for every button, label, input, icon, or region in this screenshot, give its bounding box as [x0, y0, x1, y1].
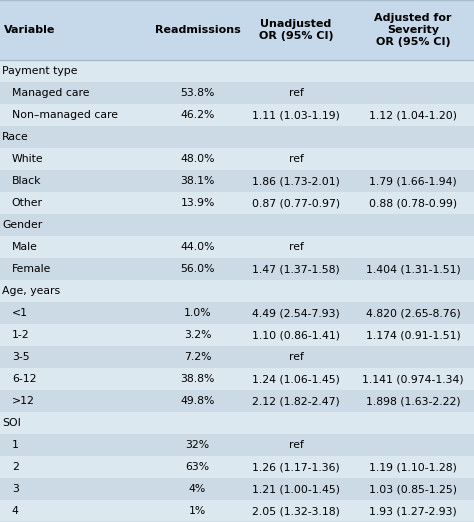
Text: >12: >12: [12, 396, 35, 406]
Text: Age, years: Age, years: [2, 286, 60, 296]
Text: ref: ref: [289, 154, 303, 164]
Text: 1.47 (1.37-1.58): 1.47 (1.37-1.58): [252, 264, 340, 274]
Text: Unadjusted
OR (95% CI): Unadjusted OR (95% CI): [259, 19, 333, 41]
Text: 1: 1: [12, 440, 19, 450]
Text: 1.11 (1.03-1.19): 1.11 (1.03-1.19): [252, 110, 340, 120]
Text: Readmissions: Readmissions: [155, 25, 240, 35]
Bar: [0, 280, 474, 302]
Text: Payment type: Payment type: [2, 66, 77, 76]
Text: 2.05 (1.32-3.18): 2.05 (1.32-3.18): [252, 506, 340, 516]
Text: 53.8%: 53.8%: [180, 88, 215, 98]
Text: 7.2%: 7.2%: [184, 352, 211, 362]
Text: White: White: [12, 154, 44, 164]
Bar: [0, 368, 474, 390]
Text: ref: ref: [289, 352, 303, 362]
Bar: [0, 390, 474, 412]
Bar: [0, 302, 474, 324]
Bar: [0, 236, 474, 258]
Text: 1.21 (1.00-1.45): 1.21 (1.00-1.45): [252, 484, 340, 494]
Text: 0.87 (0.77-0.97): 0.87 (0.77-0.97): [252, 198, 340, 208]
Text: ref: ref: [289, 88, 303, 98]
Text: 2.12 (1.82-2.47): 2.12 (1.82-2.47): [252, 396, 340, 406]
Text: 3-5: 3-5: [12, 352, 29, 362]
Text: 1-2: 1-2: [12, 330, 29, 340]
Text: Non–managed care: Non–managed care: [12, 110, 118, 120]
Text: 1.03 (0.85-1.25): 1.03 (0.85-1.25): [369, 484, 457, 494]
Bar: [0, 258, 474, 280]
Bar: [0, 60, 474, 82]
Bar: [0, 214, 474, 236]
Bar: [0, 478, 474, 500]
Text: 1.141 (0.974-1.34): 1.141 (0.974-1.34): [362, 374, 464, 384]
Text: 1.898 (1.63-2.22): 1.898 (1.63-2.22): [365, 396, 460, 406]
Text: 4%: 4%: [189, 484, 206, 494]
Text: 1.404 (1.31-1.51): 1.404 (1.31-1.51): [365, 264, 460, 274]
Text: 1.26 (1.17-1.36): 1.26 (1.17-1.36): [252, 462, 340, 472]
Text: 3.2%: 3.2%: [184, 330, 211, 340]
Text: 1.19 (1.10-1.28): 1.19 (1.10-1.28): [369, 462, 457, 472]
Text: ref: ref: [289, 242, 303, 252]
Text: 49.8%: 49.8%: [180, 396, 215, 406]
Text: 3: 3: [12, 484, 19, 494]
Bar: [0, 412, 474, 434]
Text: 38.1%: 38.1%: [180, 176, 215, 186]
Text: Female: Female: [12, 264, 51, 274]
Text: Variable: Variable: [4, 25, 55, 35]
Text: 38.8%: 38.8%: [180, 374, 215, 384]
Text: 1.12 (1.04-1.20): 1.12 (1.04-1.20): [369, 110, 457, 120]
Text: Adjusted for
Severity
OR (95% CI): Adjusted for Severity OR (95% CI): [374, 13, 452, 47]
Bar: [0, 104, 474, 126]
Bar: [0, 170, 474, 192]
Text: <1: <1: [12, 308, 28, 318]
Text: 1.24 (1.06-1.45): 1.24 (1.06-1.45): [252, 374, 340, 384]
Text: Race: Race: [2, 132, 28, 142]
Text: SOI: SOI: [2, 418, 21, 428]
Text: 1%: 1%: [189, 506, 206, 516]
Bar: [0, 500, 474, 522]
Text: 32%: 32%: [185, 440, 210, 450]
Text: 4.820 (2.65-8.76): 4.820 (2.65-8.76): [365, 308, 460, 318]
Text: 63%: 63%: [185, 462, 210, 472]
Text: 1.174 (0.91-1.51): 1.174 (0.91-1.51): [365, 330, 460, 340]
Bar: [0, 346, 474, 368]
Text: 1.93 (1.27-2.93): 1.93 (1.27-2.93): [369, 506, 457, 516]
Text: 2: 2: [12, 462, 19, 472]
Text: 1.86 (1.73-2.01): 1.86 (1.73-2.01): [252, 176, 340, 186]
Text: 0.88 (0.78-0.99): 0.88 (0.78-0.99): [369, 198, 457, 208]
Text: Managed care: Managed care: [12, 88, 90, 98]
Text: 48.0%: 48.0%: [180, 154, 215, 164]
Text: 1.79 (1.66-1.94): 1.79 (1.66-1.94): [369, 176, 457, 186]
Text: 56.0%: 56.0%: [180, 264, 215, 274]
Text: Other: Other: [12, 198, 43, 208]
Bar: [0, 456, 474, 478]
Bar: [0, 0, 474, 60]
Text: 44.0%: 44.0%: [180, 242, 215, 252]
Text: 1.0%: 1.0%: [184, 308, 211, 318]
Text: Male: Male: [12, 242, 38, 252]
Text: 4.49 (2.54-7.93): 4.49 (2.54-7.93): [252, 308, 340, 318]
Text: 6-12: 6-12: [12, 374, 36, 384]
Bar: [0, 324, 474, 346]
Bar: [0, 82, 474, 104]
Text: Black: Black: [12, 176, 41, 186]
Text: 13.9%: 13.9%: [180, 198, 215, 208]
Text: 1.10 (0.86-1.41): 1.10 (0.86-1.41): [252, 330, 340, 340]
Bar: [0, 148, 474, 170]
Bar: [0, 434, 474, 456]
Bar: [0, 126, 474, 148]
Text: ref: ref: [289, 440, 303, 450]
Text: 4: 4: [12, 506, 19, 516]
Bar: [0, 192, 474, 214]
Text: Gender: Gender: [2, 220, 42, 230]
Text: 46.2%: 46.2%: [180, 110, 215, 120]
